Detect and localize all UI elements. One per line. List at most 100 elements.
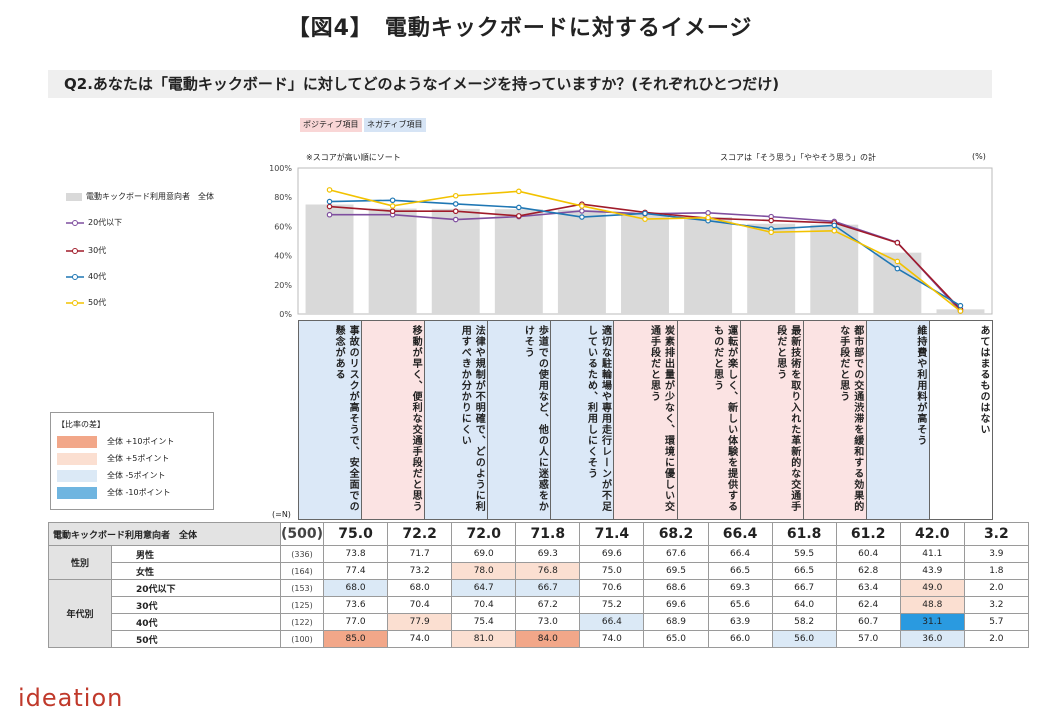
row-n: (500) xyxy=(279,522,325,546)
table-cell: 56.0 xyxy=(771,630,837,648)
table-cell: 58.2 xyxy=(771,613,837,631)
bar xyxy=(431,208,480,314)
table-cell: 67.2 xyxy=(515,596,581,614)
figure-title: 【図4】 電動キックボードに対するイメージ xyxy=(287,16,753,41)
table-cell: 66.4 xyxy=(579,613,645,631)
row-label: 30代 xyxy=(111,596,281,614)
ratio-plus10-label: 全体 +10ポイント xyxy=(107,437,175,446)
y-tick-label: 0% xyxy=(279,310,292,319)
legend-bar-swatch xyxy=(66,192,82,201)
table-cell: 68.6 xyxy=(643,579,709,597)
table-cell: 74.0 xyxy=(387,630,453,648)
row-label: 40代 xyxy=(111,613,281,631)
table-cell: 73.0 xyxy=(515,613,581,631)
series-point xyxy=(894,258,901,265)
series-point xyxy=(957,308,964,314)
table-cell: 60.7 xyxy=(835,613,901,631)
series-point xyxy=(768,229,774,236)
y-tick-label: 60% xyxy=(274,222,292,231)
legend-40s: 40代 xyxy=(66,270,106,284)
table-cell: 68.2 xyxy=(643,522,709,546)
legend-40s-swatch xyxy=(66,273,84,280)
legend-u20: 20代以下 xyxy=(66,216,122,230)
table-row: 性別 男性 (336) 73.8 71.7 69.0 69.3 69.6 67.6 66.4 59.… xyxy=(48,545,1029,580)
bar xyxy=(747,223,796,314)
question-text: Q2.あなたは「電動キックボード」に対してどのようなイメージを持っていますか？(… xyxy=(48,70,992,98)
table-cell: 3.9 xyxy=(963,545,1029,563)
table-cell: 66.7 xyxy=(771,579,837,597)
table-row: 30代 (125) 73.6 70.4 70.4 67.2 75.2 69.6 65.6 64.0… xyxy=(49,596,1029,614)
table-cell: 5.7 xyxy=(963,613,1029,631)
table-row-total: 電動キックボード利用意向者 全体 (500) 75.0 72.2 72.0 71.8 71.… xyxy=(48,522,1029,546)
series-point xyxy=(894,265,901,272)
table-row: 50代 (100) 85.0 74.0 81.0 84.0 74.0 65.0 66.0 56.0… xyxy=(49,630,1029,648)
table-cell: 69.5 xyxy=(643,562,709,580)
bar xyxy=(494,209,543,314)
bar xyxy=(810,224,859,314)
table-cell: 59.5 xyxy=(771,545,837,563)
table-cell: 65.0 xyxy=(643,630,709,648)
bar xyxy=(684,217,733,314)
legend-bar-label: 電動キックボード利用意向者 全体 xyxy=(86,192,214,201)
series-point xyxy=(516,204,522,211)
legend-50s-swatch xyxy=(66,299,84,306)
table-cell: 69.3 xyxy=(515,545,581,563)
table-row: 40代 (122) 77.0 77.9 75.4 73.0 66.4 68.9 63.9 58.2… xyxy=(49,613,1029,631)
table-cell: 64.0 xyxy=(771,596,837,614)
series-point xyxy=(957,302,964,309)
table-cell: 68.0 xyxy=(387,579,453,597)
row-label: 女性 xyxy=(111,562,281,580)
y-tick-label: 100% xyxy=(269,164,292,173)
table-cell: 69.3 xyxy=(707,579,773,597)
category-label: 移動が早く、便利な交通手段だと思う xyxy=(361,320,426,520)
unit-note: (%) xyxy=(972,152,986,161)
series-point xyxy=(831,222,838,229)
table-cell: 85.0 xyxy=(323,630,389,648)
table-cell: 66.0 xyxy=(707,630,773,648)
ratio-minus10: 全体 -10ポイント xyxy=(57,486,171,499)
ratio-plus5: 全体 +5ポイント xyxy=(57,452,169,465)
series-point xyxy=(452,201,459,207)
bar xyxy=(557,209,606,314)
series-point xyxy=(452,192,459,199)
legend-30s: 30代 xyxy=(66,244,106,258)
ratio-plus5-label: 全体 +5ポイント xyxy=(107,454,170,463)
series-point xyxy=(452,208,459,215)
series-point xyxy=(389,197,396,204)
series-point xyxy=(705,214,711,221)
category-label: 炭素排出量が少なく、環境に優しい交通手段だと思う xyxy=(613,320,678,520)
table-cell: 68.0 xyxy=(323,579,389,597)
table-cell: 60.4 xyxy=(835,545,901,563)
ratio-minus5-swatch xyxy=(57,469,97,482)
series-point xyxy=(389,203,396,209)
table-row: 年代別 20代以下 (153) 68.0 68.0 64.7 66.7 70.6 68.6 69.… xyxy=(48,579,1029,648)
table-cell: 69.6 xyxy=(579,545,645,563)
series-point xyxy=(579,203,585,209)
table-cell: 66.5 xyxy=(707,562,773,580)
legend-u20-swatch xyxy=(66,219,84,226)
category-label: 適切な駐輪場や専用走行レーンが不足しているため、利用しにくそう xyxy=(550,320,615,520)
ratio-plus10: 全体 +10ポイント xyxy=(57,435,174,448)
category-label: あてはまるものはない xyxy=(928,320,993,520)
legend-30s-label: 30代 xyxy=(88,246,107,255)
table-cell: 84.0 xyxy=(515,630,581,648)
table-row: 女性 (164) 77.4 73.2 78.0 76.8 75.0 69.5 66.5 66.5 6… xyxy=(49,562,1029,580)
positive-chip: ポジティブ項目 xyxy=(300,118,362,132)
table-cell: 66.4 xyxy=(707,545,773,563)
table-cell: 63.9 xyxy=(707,613,773,631)
score-note: スコアは「そう思う」「ややそう思う」の計 xyxy=(720,153,876,162)
table-cell: 78.0 xyxy=(451,562,517,580)
category-label: 最新技術を取り入れた革新的な交通手段だと思う xyxy=(739,320,804,520)
row-n: (336) xyxy=(279,545,325,563)
row-label: 20代以下 xyxy=(111,579,281,597)
table-cell: 68.9 xyxy=(643,613,709,631)
table-cell: 71.4 xyxy=(579,522,645,546)
series-point xyxy=(894,239,901,246)
ideation-logo: ideation xyxy=(18,684,124,712)
category-label: 運転が楽しく、新しい体験を提供するものだと思う xyxy=(676,320,741,520)
table-cell: 66.4 xyxy=(707,522,773,546)
table-cell: 75.0 xyxy=(323,522,389,546)
series-point xyxy=(326,203,333,210)
table-cell: 67.6 xyxy=(643,545,709,563)
table-cell: 71.7 xyxy=(387,545,453,563)
